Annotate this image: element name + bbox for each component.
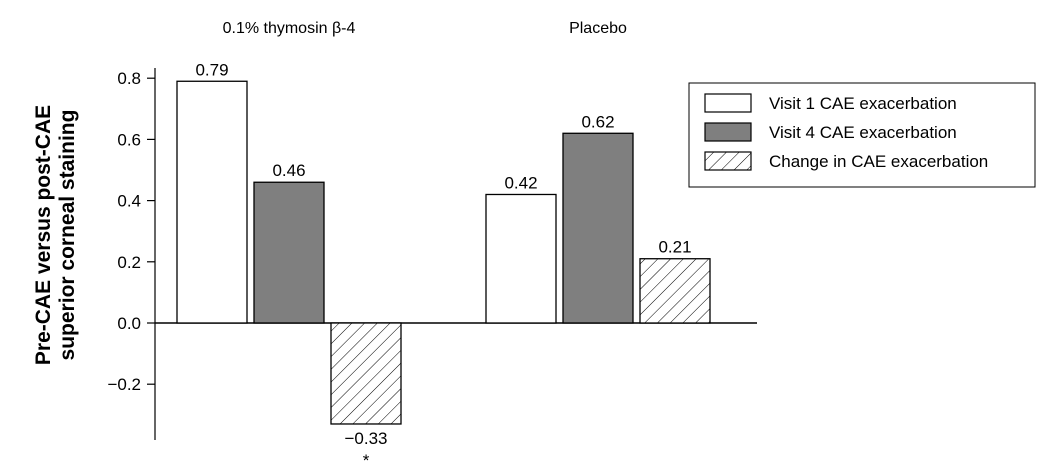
legend-label: Visit 4 CAE exacerbation	[769, 123, 957, 142]
bar	[639, 258, 711, 324]
y-tick-label: 0.8	[117, 69, 141, 88]
value-labels: 0.79 0.42 0.46 0.62 −0.33 0.21	[195, 60, 691, 448]
y-tick-label: 0.6	[117, 130, 141, 149]
bar-value-label: 0.42	[504, 173, 537, 192]
legend-swatch	[704, 151, 752, 171]
legend-swatch	[704, 93, 752, 113]
bar	[485, 193, 557, 324]
bar	[330, 322, 402, 425]
y-axis-title-line2: superior corneal staining	[56, 110, 79, 361]
legend: Visit 1 CAE exacerbation Visit 4 CAE exac…	[688, 82, 1036, 188]
category-label: 0.1% thymosin β-4	[223, 20, 356, 37]
legend-label: Change in CAE exacerbation	[769, 152, 988, 171]
bar	[253, 181, 325, 324]
y-tick-label: −0.2	[107, 375, 141, 394]
y-tick-label: 0.2	[117, 253, 141, 272]
category-label: Placebo	[569, 20, 627, 37]
legend-swatch	[704, 122, 752, 142]
y-axis-ticks: −0.2 0.0 0.2 0.4 0.6 0.8	[107, 69, 155, 394]
bars	[176, 80, 711, 425]
y-axis-title: Pre-CAE versus post-CAE superior corneal…	[32, 105, 79, 365]
annotations: *	[363, 451, 370, 464]
y-axis-title-line1: Pre-CAE versus post-CAE	[32, 105, 55, 365]
bar-value-label: −0.33	[344, 429, 387, 448]
bar-value-label: 0.62	[581, 112, 614, 131]
category-labels: 0.1% thymosin β-4 Placebo	[223, 20, 627, 37]
bar-value-label: 0.79	[195, 60, 228, 79]
bar-value-label: 0.46	[272, 161, 305, 180]
significance-asterisk: *	[363, 451, 370, 464]
y-tick-label: 0.4	[117, 192, 141, 211]
bar	[176, 80, 248, 324]
bar-value-label: 0.21	[658, 238, 691, 257]
y-tick-label: 0.0	[117, 314, 141, 333]
bar	[562, 132, 634, 324]
legend-label: Visit 1 CAE exacerbation	[769, 94, 957, 113]
